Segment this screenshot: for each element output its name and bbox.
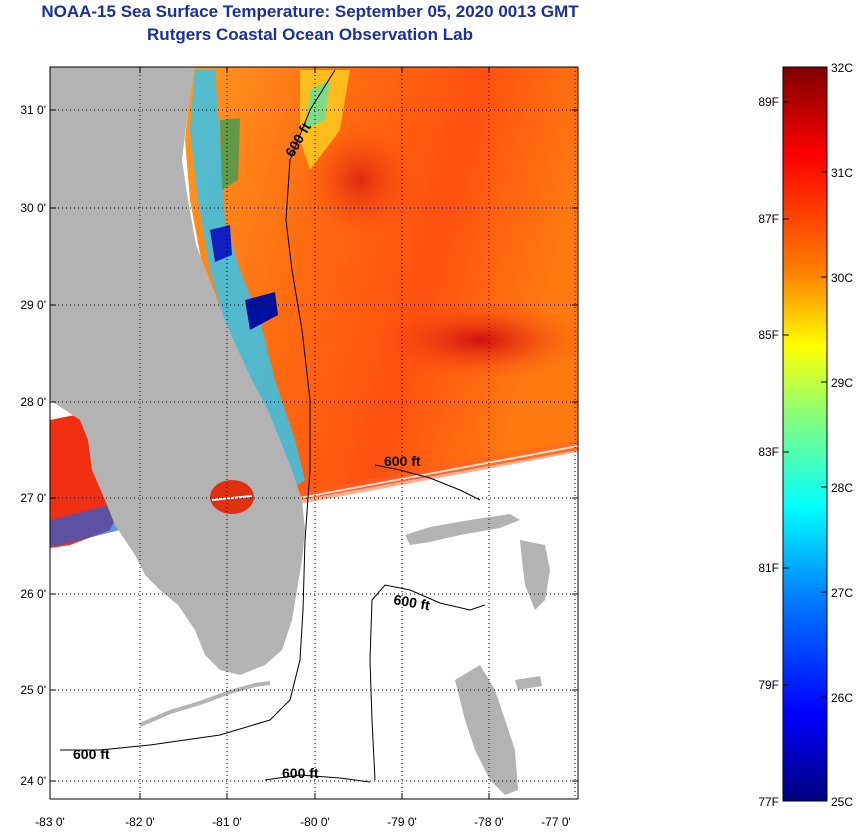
warm-core [370, 300, 578, 380]
contour-label-south: 600 ft [282, 765, 319, 781]
isobath-600ft-south [264, 774, 371, 783]
land-andros [455, 665, 518, 795]
colorbar-f-label: 81F [758, 561, 779, 575]
lat-label: 30 0' [20, 201, 46, 215]
colorbar-f-label: 77F [758, 795, 779, 809]
map-subtitle: Rutgers Coastal Ocean Observation Lab [147, 25, 473, 44]
axis-ticks [50, 67, 578, 799]
colorbar-c-label: 25C [831, 795, 853, 809]
land-florida [50, 67, 305, 675]
lon-label: -83 0' [35, 815, 65, 829]
isobath-600ft-east [60, 69, 336, 751]
lon-label: -77 0' [541, 815, 571, 829]
colorbar-f-label: 85F [758, 328, 779, 342]
lat-label: 28 0' [20, 395, 46, 409]
lat-label: 26 0' [20, 587, 46, 601]
plot-frame [49, 66, 579, 800]
lat-label: 29 0' [20, 298, 46, 312]
colorbar-c-label: 26C [831, 691, 853, 705]
lat-label: 27 0' [20, 491, 46, 505]
graticule [50, 67, 578, 799]
colorbar-c-label: 29C [831, 376, 853, 390]
coastal-cool-water [190, 70, 305, 490]
map-plot [50, 67, 578, 799]
map-title: NOAA-15 Sea Surface Temperature: Septemb… [41, 2, 579, 21]
latitude-labels: 31 0' 30 0' 29 0' 28 0' 27 0' 26 0' 25 0… [20, 103, 46, 788]
contour-label-bahamas: 600 ft [384, 453, 421, 469]
colorbar: 32C 31C 30C 29C 28C 27C 26C 25C 89F 87F … [758, 61, 853, 809]
lon-label: -80 0' [300, 815, 330, 829]
colorbar-gradient [782, 66, 828, 802]
lat-label: 24 0' [20, 774, 46, 788]
colorbar-c-label: 28C [831, 481, 853, 495]
lon-label: -82 0' [125, 815, 155, 829]
land-grand-bahama [405, 514, 520, 545]
colorbar-c-label: 31C [831, 166, 853, 180]
florida-keys [139, 681, 271, 727]
contour-label-west: 600 ft [73, 746, 110, 762]
lon-label: -81 0' [212, 815, 242, 829]
colorbar-f-label: 79F [758, 678, 779, 692]
land-small-islands [515, 676, 542, 690]
longitude-labels: -83 0' -82 0' -81 0' -80 0' -79 0' -78 0… [35, 815, 571, 829]
warm-core-north [300, 120, 420, 240]
colorbar-c-label: 32C [831, 61, 853, 75]
colorbar-f-label: 87F [758, 212, 779, 226]
lon-label: -79 0' [387, 815, 417, 829]
colorbar-f-label: 83F [758, 445, 779, 459]
isobath-600ft-tongue [369, 584, 486, 781]
land-abaco [520, 540, 550, 610]
colorbar-c-label: 30C [831, 271, 853, 285]
colorbar-f-label: 89F [758, 95, 779, 109]
lat-label: 25 0' [20, 683, 46, 697]
lat-label: 31 0' [20, 103, 46, 117]
lon-label: -78 0' [474, 815, 504, 829]
isobath-600ft-bahamas [374, 464, 481, 501]
sst-swath [185, 67, 578, 500]
colorbar-c-label: 27C [831, 586, 853, 600]
